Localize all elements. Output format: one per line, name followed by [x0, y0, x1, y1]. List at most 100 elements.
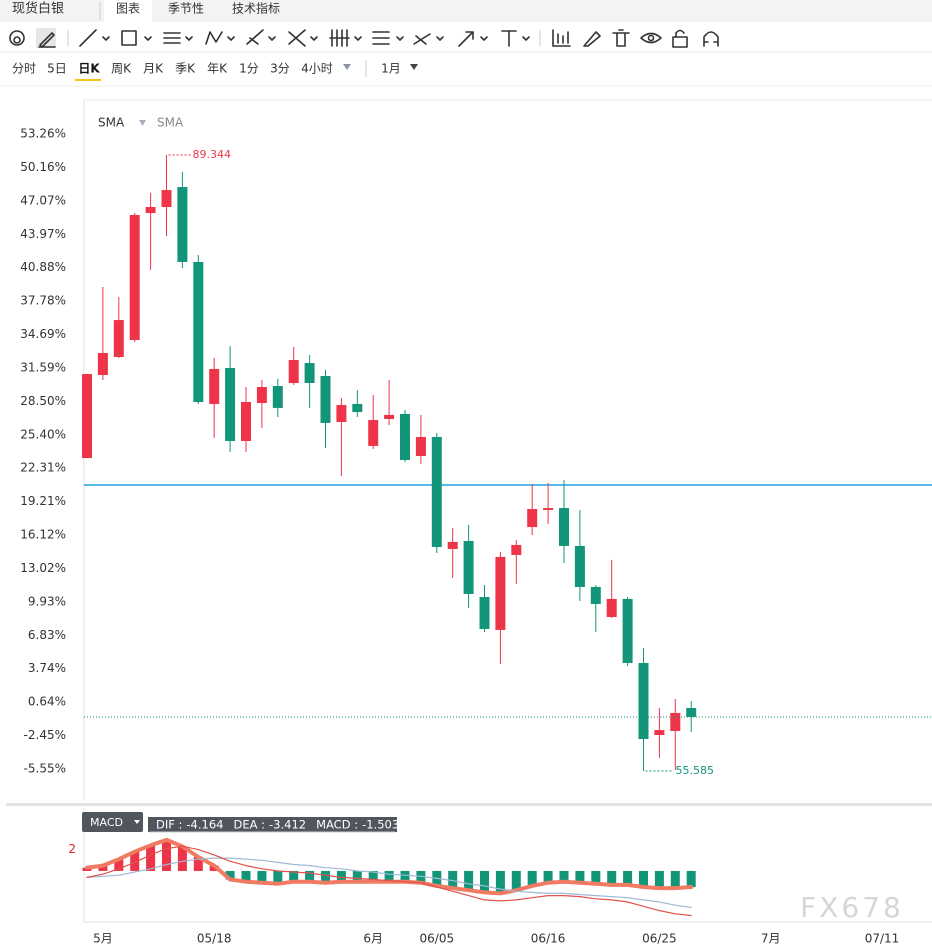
dropdown-arrow[interactable] [139, 120, 146, 126]
candle-body [241, 402, 251, 441]
tool-icon[interactable] [458, 31, 488, 47]
histogram-outline [85, 837, 694, 896]
y-tick-label: 6.83% [28, 628, 66, 642]
tool-icon[interactable] [163, 32, 193, 44]
candle-body [574, 545, 585, 587]
period-button[interactable]: 4小时 [301, 62, 333, 76]
candle-body [272, 386, 283, 408]
tool-icon[interactable] [121, 30, 152, 46]
histogram-bar [480, 870, 489, 893]
y-tick-label: -2.45% [24, 728, 66, 742]
histogram-bar [670, 870, 680, 889]
candle-body [511, 544, 522, 556]
dif-line [86, 845, 692, 917]
histogram-bar [352, 870, 362, 882]
y-tick-label: 3.74% [28, 661, 66, 675]
tool-icon[interactable] [552, 29, 571, 47]
tool-icon[interactable] [672, 29, 688, 48]
indicator-badge[interactable] [82, 812, 143, 832]
tool-icon[interactable] [205, 31, 235, 45]
histogram-bar [448, 870, 458, 889]
tool-icon[interactable] [612, 29, 630, 47]
histogram-bar [289, 870, 299, 882]
y-tick-label: 50.16% [20, 160, 66, 174]
period-button[interactable]: 分时 [12, 62, 36, 76]
candle-body [113, 320, 124, 357]
legend-label: MACD : [316, 818, 358, 832]
histogram-bar [495, 870, 505, 894]
period-button[interactable]: 周K [111, 62, 132, 76]
candle-body [209, 368, 220, 404]
histogram-bar [464, 870, 474, 891]
tab[interactable]: 技术指标 [232, 1, 280, 16]
tool-icon[interactable] [246, 29, 276, 45]
y-tick-label: 47.07% [20, 193, 66, 207]
tool-icon[interactable] [583, 31, 601, 47]
period-button[interactable]: 季K [175, 62, 196, 76]
candle-body [559, 508, 569, 546]
legend-label: DEA : [233, 818, 265, 832]
candle-body [177, 187, 188, 262]
histogram-bar [607, 870, 617, 885]
candle-body [447, 541, 458, 549]
x-tick-label: 06/25 [642, 932, 677, 945]
tab-bar [0, 0, 932, 22]
candle-body [400, 413, 410, 460]
tool-icon[interactable] [640, 32, 662, 44]
candle-body [368, 420, 379, 446]
candle-body [336, 405, 347, 422]
period-button[interactable]: 月K [143, 62, 164, 76]
x-tick-label: 7月 [761, 932, 781, 945]
candle-body [288, 360, 299, 384]
period-button[interactable]: 1分 [239, 62, 259, 76]
period-button[interactable]: 5日 [47, 62, 67, 76]
x-tick-label: 6月 [363, 932, 383, 945]
candle-body [129, 214, 140, 341]
tool-icon[interactable] [288, 29, 318, 47]
tool-icon[interactable] [9, 30, 25, 46]
histogram-bar [384, 870, 394, 882]
period-button[interactable]: 1月 [381, 62, 401, 76]
histogram-bar [543, 870, 553, 883]
tool-icon[interactable] [501, 30, 530, 47]
histogram-bar [162, 839, 171, 871]
candle-body [82, 374, 92, 459]
y-tick-label: 31.59% [20, 360, 66, 374]
dropdown-arrow[interactable] [410, 64, 418, 70]
histogram-bar [639, 870, 648, 888]
candle-body [463, 540, 474, 594]
candle-body [225, 367, 236, 441]
candle-body [622, 598, 633, 663]
period-button[interactable]: 3分 [270, 62, 290, 76]
instrument-title: 现货白银 [12, 1, 64, 17]
tool-icon[interactable] [372, 31, 404, 45]
period-button[interactable]: 日K [78, 62, 100, 76]
histogram-bar [686, 870, 696, 888]
histogram-bar [400, 870, 410, 882]
tool-icon[interactable] [413, 33, 444, 45]
candle-body [415, 436, 426, 456]
candle-body [670, 712, 681, 732]
min-label: 55.585 [676, 764, 715, 777]
legend-value: -1.503 [362, 818, 399, 832]
histogram-bar [225, 870, 235, 880]
histogram-bar [209, 865, 219, 871]
period-active-underline [75, 79, 101, 81]
tab[interactable]: 季节性 [168, 2, 204, 16]
tool-icon[interactable] [36, 28, 56, 48]
panel-separator [6, 803, 932, 806]
candle-body [161, 190, 172, 208]
dropdown-arrow[interactable] [343, 64, 351, 70]
y-tick-label: -5.55% [24, 762, 66, 776]
legend-label: DIF : [156, 818, 182, 832]
tool-icon[interactable] [329, 29, 362, 47]
candle-body [384, 414, 395, 419]
tool-icon[interactable] [703, 31, 719, 47]
period-button[interactable]: 年K [207, 62, 228, 76]
candle-body [145, 207, 156, 214]
x-tick-label: 06/05 [420, 932, 455, 945]
tool-icon[interactable] [79, 29, 110, 47]
dropdown-arrow[interactable] [134, 820, 140, 824]
tab[interactable]: 图表 [116, 2, 140, 16]
